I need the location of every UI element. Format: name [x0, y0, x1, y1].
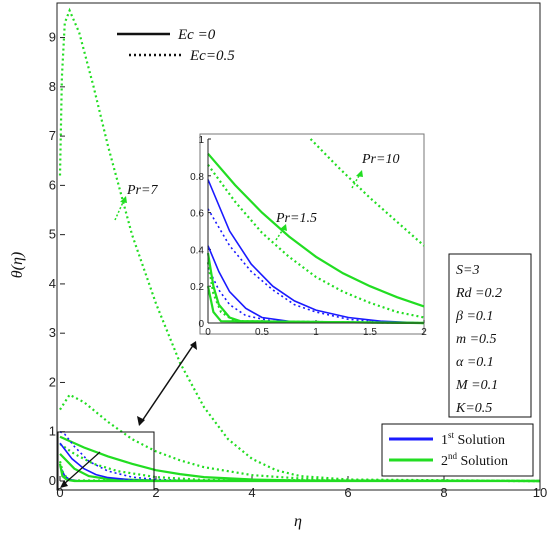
inset-series-9 — [206, 285, 425, 325]
annotation-pr10: Pr=10 — [361, 152, 399, 167]
inset-link-arrowhead-low — [137, 416, 145, 426]
inset-ytick-label-0: 0 — [198, 319, 204, 330]
annotation-pr7: Pr=7 — [126, 183, 158, 198]
main-ytick-label-3: 3 — [49, 325, 56, 340]
inset-xtick-label-4: 2 — [421, 327, 427, 338]
param-k: K=0.5 — [455, 401, 492, 416]
x-axis-label: η — [294, 513, 302, 530]
main-ytick-label-1: 1 — [49, 424, 56, 439]
inset-series-group — [206, 138, 425, 325]
inset-link-arrow — [139, 343, 195, 425]
main-ytick-label-9: 9 — [49, 30, 56, 45]
line-style-legend: Ec =0 Ec=0.5 — [117, 27, 235, 64]
inset-ytick-label-4: 0.8 — [190, 172, 204, 183]
legend-ec0-label: Ec =0 — [177, 27, 216, 43]
annotation-pr15-arrowhead — [280, 224, 287, 231]
param-alpha: α =0.1 — [456, 355, 494, 370]
main-ytick-label-7: 7 — [49, 128, 56, 143]
inset-series-0 — [309, 138, 425, 247]
annotation-pr15-arrow — [275, 227, 285, 241]
inset-ytick-label-2: 0.4 — [190, 245, 204, 256]
annotation-pr7-arrowhead — [120, 196, 127, 203]
main-xtick-label-0: 0 — [56, 485, 63, 500]
main-series-0 — [58, 7, 541, 483]
annotation-pr10-arrowhead — [356, 170, 363, 177]
legend-second-solution-label: 2nd Solution — [441, 451, 508, 469]
annotation-pr15: Pr=1.5 — [275, 211, 317, 226]
inset-xtick-label-1: 0.5 — [255, 327, 269, 338]
inset-series-1 — [207, 152, 425, 308]
inset-xtick-label-3: 1.5 — [363, 327, 377, 338]
inset-link-arrowhead-high — [190, 341, 197, 350]
param-beta: β =0.1 — [455, 309, 493, 324]
main-ytick-label-5: 5 — [49, 227, 56, 242]
param-rd: Rd =0.2 — [455, 286, 502, 301]
main-xtick-label-2: 4 — [248, 485, 255, 500]
main-series-1 — [59, 393, 541, 483]
inset-ytick-label-5: 1 — [198, 135, 204, 146]
param-m: m =0.5 — [456, 332, 497, 347]
main-ytick-label-0: 0 — [49, 473, 56, 488]
zoom-pointer-line — [63, 451, 101, 485]
param-s: S=3 — [456, 263, 479, 278]
main-ytick-label-6: 6 — [49, 177, 56, 192]
inset-series-2 — [207, 164, 425, 319]
inset-series-4 — [207, 208, 425, 324]
inset-ytick-label-1: 0.2 — [190, 282, 204, 293]
solution-legend: 1st Solution 2nd Solution — [381, 423, 534, 477]
main-series-group — [58, 7, 541, 483]
zoom-pointer-arrowhead — [60, 480, 68, 488]
inset-ytick-label-3: 0.6 — [190, 209, 204, 220]
main-xtick-label-4: 8 — [440, 485, 447, 500]
parameter-box: S=3 Rd =0.2 β =0.1 m =0.5 α =0.1 M =0.1 … — [448, 253, 532, 418]
y-axis-label: θ(η) — [9, 252, 26, 278]
legend-ec05-label: Ec=0.5 — [189, 48, 235, 64]
main-xtick-label-1: 2 — [152, 485, 159, 500]
parameter-box-frame — [448, 253, 532, 418]
zoom-region-box — [57, 431, 155, 491]
main-series-9 — [58, 461, 541, 483]
main-xtick-label-3: 6 — [344, 485, 351, 500]
solution-legend-frame — [381, 423, 534, 477]
main-ytick-label-4: 4 — [49, 276, 56, 291]
main-xtick-label-5: 10 — [533, 485, 547, 500]
main-ytick-label-8: 8 — [49, 79, 56, 94]
inset-series-3 — [207, 179, 425, 324]
inset-chart: 0 0.5 1 1.5 2 0 0.2 0.4 0.6 0.8 1 Pr=10 Pr=1.5 — [190, 133, 427, 338]
param-bigm: M =0.1 — [455, 378, 498, 393]
inset-xtick-label-0: 0 — [205, 327, 211, 338]
main-ytick-label-2: 2 — [49, 374, 56, 389]
inset-xtick-label-2: 1 — [313, 327, 319, 338]
legend-first-solution-label: 1st Solution — [441, 430, 505, 448]
main-plot-frame — [56, 2, 541, 491]
